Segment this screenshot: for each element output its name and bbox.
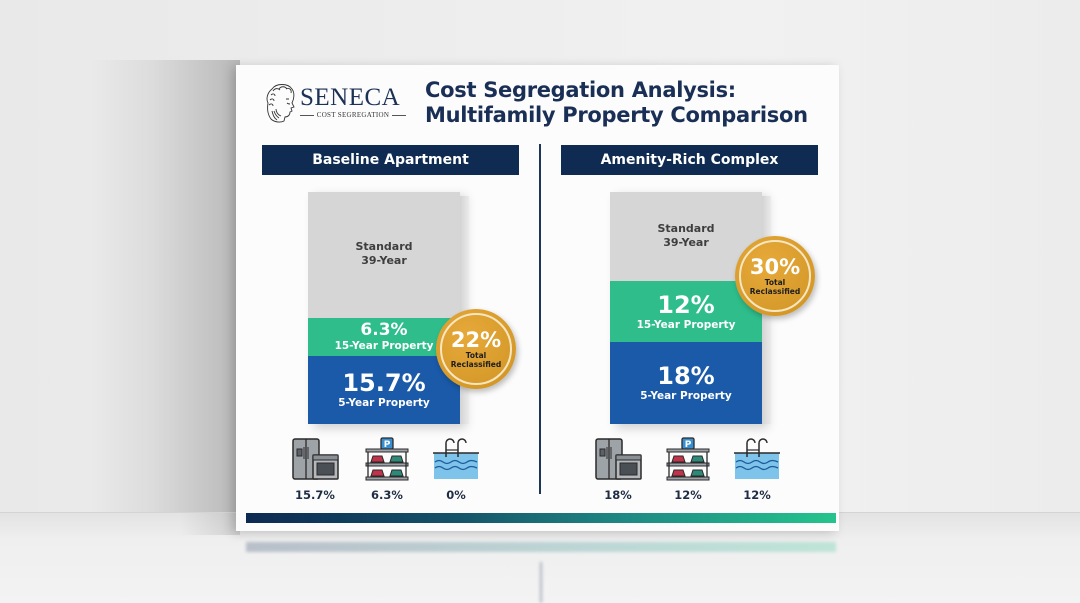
badge-line-2: Reclassified bbox=[450, 360, 502, 369]
icon-cell-appliances-baseline: 15.7% bbox=[285, 437, 345, 507]
five-year-label: 5-Year Property bbox=[338, 397, 430, 409]
parking-garage-icon: P bbox=[666, 437, 710, 481]
logo-tagline-text: COST SEGREGATION bbox=[316, 111, 390, 119]
logo-tagline: COST SEGREGATION bbox=[300, 111, 407, 119]
philosopher-head-icon bbox=[266, 84, 295, 123]
pool-value: 0% bbox=[446, 488, 466, 502]
tagline-rule-left bbox=[300, 114, 314, 116]
parking-value: 12% bbox=[674, 488, 702, 502]
icon-cell-parking-baseline: P 6.3% bbox=[357, 437, 417, 507]
icon-cell-parking-amenity: P 12% bbox=[658, 437, 718, 507]
standard-label-2: 39-Year bbox=[663, 236, 709, 249]
panel-header-baseline: Baseline Apartment bbox=[262, 145, 519, 175]
tagline-rule-right bbox=[392, 114, 407, 116]
appliances-icon bbox=[595, 438, 642, 480]
five-year-label: 5-Year Property bbox=[640, 390, 732, 402]
stacked-bar-baseline: Standard 39-Year 6.3% 15-Year Property 1… bbox=[308, 192, 469, 424]
segment-15-year: 12% 15-Year Property bbox=[610, 281, 762, 342]
total-reclassified-badge-baseline: 22% Total Reclassified bbox=[436, 309, 516, 389]
total-reclassified-badge-amenity: 30% Total Reclassified bbox=[735, 236, 815, 316]
standard-label-2: 39-Year bbox=[361, 254, 407, 267]
seneca-logo: SENECA COST SEGREGATION bbox=[262, 79, 410, 129]
footer-gradient-bar bbox=[246, 513, 836, 523]
appliances-value: 18% bbox=[604, 488, 632, 502]
standard-label-1: Standard bbox=[657, 222, 715, 235]
title-line-2: Multifamily Property Comparison bbox=[425, 103, 808, 127]
wall-shadow bbox=[90, 60, 240, 512]
icon-cell-appliances-amenity: 18% bbox=[588, 437, 648, 507]
panel-header-amenity: Amenity-Rich Complex bbox=[561, 145, 818, 175]
appliances-value: 15.7% bbox=[295, 488, 335, 502]
pool-value: 12% bbox=[743, 488, 771, 502]
segment-standard-39-year: Standard 39-Year bbox=[308, 192, 460, 318]
segment-15-year: 6.3% 15-Year Property bbox=[308, 318, 460, 356]
title-line-1: Cost Segregation Analysis: bbox=[425, 78, 736, 102]
logo-wordmark: SENECA bbox=[300, 84, 401, 111]
svg-text:P: P bbox=[384, 440, 391, 450]
fifteen-year-pct: 12% bbox=[657, 290, 715, 319]
fifteen-year-label: 15-Year Property bbox=[334, 340, 434, 352]
pool-icon bbox=[734, 438, 780, 479]
badge-pct: 30% bbox=[749, 255, 801, 279]
segment-5-year: 15.7% 5-Year Property bbox=[308, 356, 460, 424]
floor-shadow bbox=[180, 513, 240, 535]
reflection-divider bbox=[540, 562, 542, 603]
badge-line-1: Total bbox=[764, 278, 786, 287]
reflection-bar bbox=[246, 542, 836, 552]
parking-garage-icon: P bbox=[365, 437, 409, 481]
segment-5-year: 18% 5-Year Property bbox=[610, 342, 762, 424]
five-year-pct: 15.7% bbox=[342, 369, 426, 397]
stacked-bar-amenity: Standard 39-Year 12% 15-Year Property 18… bbox=[610, 192, 771, 424]
segment-standard-39-year: Standard 39-Year bbox=[610, 192, 762, 281]
appliances-icon bbox=[292, 438, 339, 480]
panel-divider bbox=[539, 144, 541, 494]
fifteen-year-label: 15-Year Property bbox=[636, 318, 736, 331]
pool-icon bbox=[433, 438, 479, 479]
badge-line-1: Total bbox=[465, 351, 487, 360]
fifteen-year-pct: 6.3% bbox=[360, 320, 408, 340]
five-year-pct: 18% bbox=[657, 362, 715, 390]
svg-text:P: P bbox=[685, 440, 692, 450]
icon-cell-pool-baseline: 0% bbox=[426, 437, 486, 507]
standard-label-1: Standard bbox=[355, 240, 413, 253]
badge-pct: 22% bbox=[450, 328, 502, 352]
poster-reflection bbox=[236, 532, 840, 603]
page-title: Cost Segregation Analysis: Multifamily P… bbox=[425, 78, 835, 128]
parking-value: 6.3% bbox=[371, 488, 403, 502]
badge-line-2: Reclassified bbox=[749, 287, 801, 296]
icon-cell-pool-amenity: 12% bbox=[727, 437, 787, 507]
